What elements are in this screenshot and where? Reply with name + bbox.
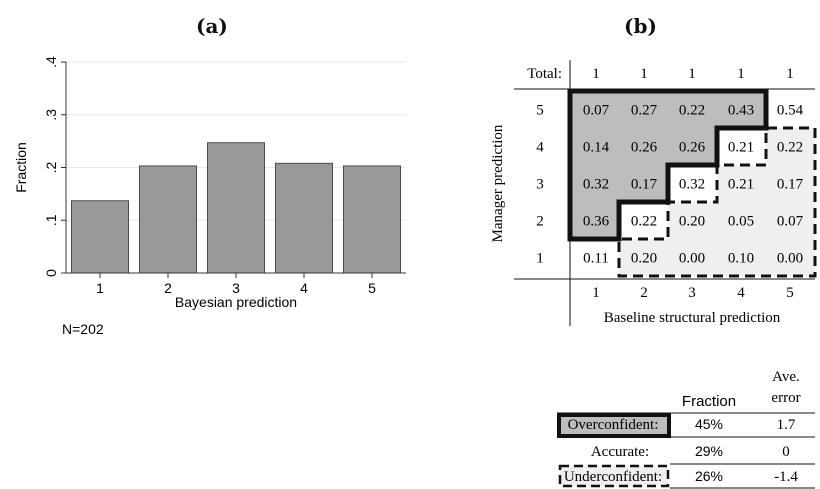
cell-value: 0.36 <box>583 214 610 230</box>
cell-value: 0.17 <box>631 177 658 193</box>
summary-table: Ave. error Fraction Overconfident: 45% 1.7 Acc… <box>557 369 815 489</box>
cell-value: 0.26 <box>679 140 706 156</box>
cell-value: 0.21 <box>728 140 754 156</box>
overconfident-legend-box <box>557 413 671 438</box>
cell-value: 0.17 <box>777 177 804 193</box>
cell-value: 0.14 <box>583 140 610 156</box>
summary-row-label: Accurate: <box>591 444 649 460</box>
column-total: 1 <box>688 66 696 82</box>
cell-value: 0.26 <box>631 140 658 156</box>
cell-value: 0.00 <box>777 251 803 267</box>
summary-fraction: 29% <box>695 443 723 459</box>
cell-value: 0.22 <box>777 140 803 156</box>
bar <box>71 200 129 274</box>
bar <box>207 142 265 274</box>
sample-size-note: N=202 <box>62 321 104 337</box>
bayesian-prediction-bar-chart: 1 2 3 4 5 0 .1 .2 .3 .4 Fraction Bayesian predictio… <box>13 56 406 337</box>
column-total: 1 <box>640 66 648 82</box>
summary-row-label: Underconfident: <box>564 469 662 485</box>
y-tick-label: .1 <box>43 214 59 226</box>
column-label: 1 <box>592 285 600 301</box>
cell-value: 0.10 <box>728 251 754 267</box>
y-tick-label: .4 <box>43 56 59 68</box>
cell-value: 0.05 <box>728 214 754 230</box>
x-tick-label: 4 <box>300 280 308 296</box>
error-header-line1: Ave. <box>772 369 800 385</box>
cell-value: 0.20 <box>679 214 705 230</box>
summary-row-label: Overconfident: <box>568 417 659 433</box>
x-axis-label: Baseline structural prediction <box>604 310 781 326</box>
bar <box>275 162 333 274</box>
y-axis-label: Manager prediction <box>490 124 506 242</box>
cell-value: 0.21 <box>728 177 754 193</box>
cell-value: 0.22 <box>631 214 657 230</box>
cell-value: 0.22 <box>679 103 705 119</box>
y-tick-label: .2 <box>43 161 59 173</box>
panel-b-title: (b) <box>624 14 657 38</box>
x-tick-label: 2 <box>164 280 172 296</box>
x-tick-label: 3 <box>232 280 240 296</box>
cell-value: 0.00 <box>679 251 705 267</box>
bar <box>139 165 197 274</box>
summary-error: 1.7 <box>777 417 796 433</box>
total-label: Total: <box>527 66 562 82</box>
summary-fraction: 26% <box>695 468 723 484</box>
column-label: 4 <box>737 285 745 301</box>
bar <box>343 165 401 274</box>
cell-value: 0.32 <box>679 177 705 193</box>
cell-value: 0.54 <box>777 103 804 119</box>
summary-error: -1.4 <box>774 469 798 485</box>
row-label: 2 <box>536 214 544 230</box>
x-tick-label: 1 <box>96 280 104 296</box>
prediction-matrix: Total: 1 1 1 1 1 5 0.07 0.27 0.22 0.43 0.54 4 0.14 0.2… <box>490 60 817 326</box>
cell-value: 0.20 <box>631 251 657 267</box>
column-label: 2 <box>640 285 648 301</box>
summary-error: 0 <box>782 444 790 460</box>
y-tick-label: 0 <box>43 269 59 277</box>
y-axis-label: Fraction <box>13 142 29 193</box>
column-total: 1 <box>737 66 745 82</box>
panel-a-title: (a) <box>196 14 228 38</box>
y-tick-label: .3 <box>43 109 59 121</box>
column-total: 1 <box>786 66 794 82</box>
cell-value: 0.43 <box>728 103 754 119</box>
row-label: 1 <box>536 251 544 267</box>
fraction-header: Fraction <box>682 393 736 410</box>
cell-value: 0.32 <box>583 177 609 193</box>
cell-value: 0.27 <box>631 103 658 119</box>
cell-value: 0.07 <box>583 103 610 119</box>
x-axis-label: Bayesian prediction <box>175 294 297 310</box>
column-label: 3 <box>688 285 696 301</box>
error-header-line2: error <box>771 390 800 406</box>
x-tick-label: 5 <box>368 280 376 296</box>
overconfident-border <box>567 88 769 242</box>
summary-fraction: 45% <box>695 416 723 432</box>
underconfident-legend-box <box>558 464 670 488</box>
cell-value: 0.11 <box>583 251 609 267</box>
row-label: 5 <box>536 103 544 119</box>
row-label: 4 <box>536 140 544 156</box>
cell-value: 0.07 <box>777 214 804 230</box>
row-label: 3 <box>536 177 544 193</box>
column-label: 5 <box>786 285 794 301</box>
column-total: 1 <box>592 66 600 82</box>
